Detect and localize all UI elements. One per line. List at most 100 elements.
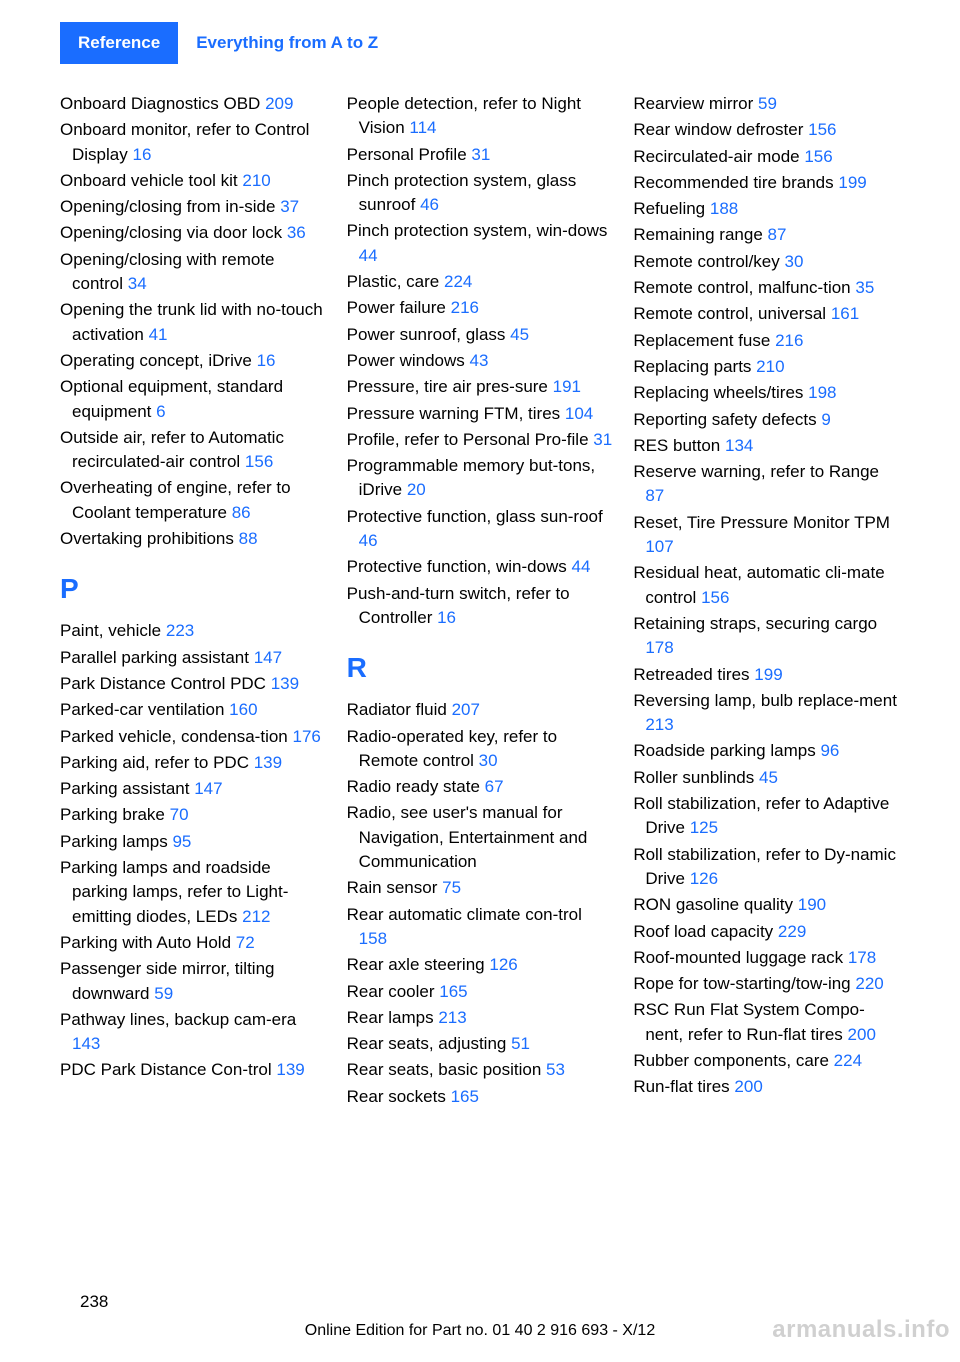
page-ref[interactable]: 134 — [725, 436, 753, 455]
page-ref[interactable]: 224 — [834, 1051, 862, 1070]
page-ref[interactable]: 107 — [645, 537, 673, 556]
page-ref[interactable]: 210 — [756, 357, 784, 376]
page-ref[interactable]: 114 — [409, 118, 436, 137]
index-entry: Replacing parts 210 — [633, 355, 900, 379]
page-ref[interactable]: 200 — [734, 1077, 762, 1096]
page-ref[interactable]: 59 — [758, 94, 777, 113]
page-ref[interactable]: 156 — [701, 588, 729, 607]
page-ref[interactable]: 176 — [292, 727, 320, 746]
page-ref[interactable]: 190 — [798, 895, 826, 914]
page-ref[interactable]: 165 — [439, 982, 467, 1001]
page-ref[interactable]: 67 — [485, 777, 504, 796]
page-ref[interactable]: 96 — [820, 741, 839, 760]
page-ref[interactable]: 9 — [821, 410, 830, 429]
page-ref[interactable]: 59 — [154, 984, 173, 1003]
page-ref[interactable]: 44 — [359, 246, 378, 265]
page-ref[interactable]: 86 — [232, 503, 251, 522]
page-ref[interactable]: 44 — [572, 557, 591, 576]
page-ref[interactable]: 199 — [838, 173, 866, 192]
index-entry: Run-flat tires 200 — [633, 1075, 900, 1099]
entry-text: Pressure, tire air pres‐sure — [347, 377, 548, 396]
page-ref[interactable]: 224 — [444, 272, 472, 291]
page-ref[interactable]: 45 — [510, 325, 529, 344]
page-ref[interactable]: 210 — [242, 171, 270, 190]
page-ref[interactable]: 46 — [359, 531, 378, 550]
page-ref[interactable]: 16 — [437, 608, 456, 627]
page-ref[interactable]: 213 — [645, 715, 673, 734]
index-entry: Reversing lamp, bulb replace‐ment 213 — [633, 689, 900, 738]
page-ref[interactable]: 139 — [254, 753, 282, 772]
page-ref[interactable]: 199 — [754, 665, 782, 684]
page-ref[interactable]: 37 — [280, 197, 299, 216]
page-ref[interactable]: 70 — [170, 805, 189, 824]
page-ref[interactable]: 156 — [245, 452, 273, 471]
page-ref[interactable]: 156 — [808, 120, 836, 139]
page-ref[interactable]: 191 — [553, 377, 581, 396]
entry-text: Park Distance Control PDC — [60, 674, 266, 693]
entry-text: Parked-car ventilation — [60, 700, 224, 719]
index-entry: Onboard vehicle tool kit 210 — [60, 169, 327, 193]
page-ref[interactable]: 43 — [470, 351, 489, 370]
page-ref[interactable]: 34 — [128, 274, 147, 293]
page-ref[interactable]: 95 — [172, 832, 191, 851]
entry-text: Roll stabilization, refer to Dy‐namic Dr… — [633, 845, 896, 888]
page-ref[interactable]: 35 — [855, 278, 874, 297]
page-ref[interactable]: 229 — [778, 922, 806, 941]
page-ref[interactable]: 139 — [276, 1060, 304, 1079]
page-ref[interactable]: 212 — [242, 907, 270, 926]
index-entry: RES button 134 — [633, 434, 900, 458]
page-ref[interactable]: 16 — [132, 145, 151, 164]
page-ref[interactable]: 223 — [166, 621, 194, 640]
page-ref[interactable]: 126 — [690, 869, 718, 888]
page-ref[interactable]: 207 — [452, 700, 480, 719]
page-ref[interactable]: 46 — [420, 195, 439, 214]
entry-text: PDC Park Distance Con‐trol — [60, 1060, 272, 1079]
page-ref[interactable]: 126 — [489, 955, 517, 974]
index-entry: Pressure, tire air pres‐sure 191 — [347, 375, 614, 399]
page-ref[interactable]: 143 — [72, 1034, 100, 1053]
entry-text: Power sunroof, glass — [347, 325, 506, 344]
page-ref[interactable]: 220 — [855, 974, 883, 993]
page-ref[interactable]: 16 — [257, 351, 276, 370]
page-ref[interactable]: 31 — [593, 430, 612, 449]
entry-text: Rear cooler — [347, 982, 435, 1001]
index-entry: Rubber components, care 224 — [633, 1049, 900, 1073]
entry-text: People detection, refer to Night Vision — [347, 94, 581, 137]
page-ref[interactable]: 87 — [768, 225, 787, 244]
page-ref[interactable]: 161 — [831, 304, 859, 323]
page-ref[interactable]: 147 — [254, 648, 282, 667]
page-ref[interactable]: 165 — [451, 1087, 479, 1106]
page-ref[interactable]: 30 — [479, 751, 498, 770]
page-ref[interactable]: 178 — [848, 948, 876, 967]
page-ref[interactable]: 188 — [710, 199, 738, 218]
page-ref[interactable]: 213 — [438, 1008, 466, 1027]
page-ref[interactable]: 216 — [451, 298, 479, 317]
page-ref[interactable]: 36 — [287, 223, 306, 242]
page-ref[interactable]: 139 — [271, 674, 299, 693]
page-ref[interactable]: 20 — [407, 480, 426, 499]
index-entry: Parking aid, refer to PDC 139 — [60, 751, 327, 775]
page-ref[interactable]: 156 — [804, 147, 832, 166]
page-ref[interactable]: 160 — [229, 700, 257, 719]
page-ref[interactable]: 158 — [359, 929, 387, 948]
page-number: 238 — [80, 1292, 108, 1312]
page-ref[interactable]: 88 — [239, 529, 258, 548]
page-ref[interactable]: 216 — [775, 331, 803, 350]
page-ref[interactable]: 72 — [236, 933, 255, 952]
page-ref[interactable]: 104 — [565, 404, 593, 423]
page-ref[interactable]: 41 — [149, 325, 168, 344]
page-ref[interactable]: 198 — [808, 383, 836, 402]
page-ref[interactable]: 147 — [194, 779, 222, 798]
page-ref[interactable]: 209 — [265, 94, 293, 113]
page-ref[interactable]: 125 — [690, 818, 718, 837]
page-ref[interactable]: 31 — [471, 145, 490, 164]
page-ref[interactable]: 53 — [546, 1060, 565, 1079]
page-ref[interactable]: 75 — [442, 878, 461, 897]
page-ref[interactable]: 30 — [785, 252, 804, 271]
page-ref[interactable]: 51 — [511, 1034, 530, 1053]
page-ref[interactable]: 45 — [759, 768, 778, 787]
page-ref[interactable]: 6 — [156, 402, 165, 421]
page-ref[interactable]: 87 — [645, 486, 664, 505]
page-ref[interactable]: 178 — [645, 638, 673, 657]
page-ref[interactable]: 200 — [848, 1025, 876, 1044]
